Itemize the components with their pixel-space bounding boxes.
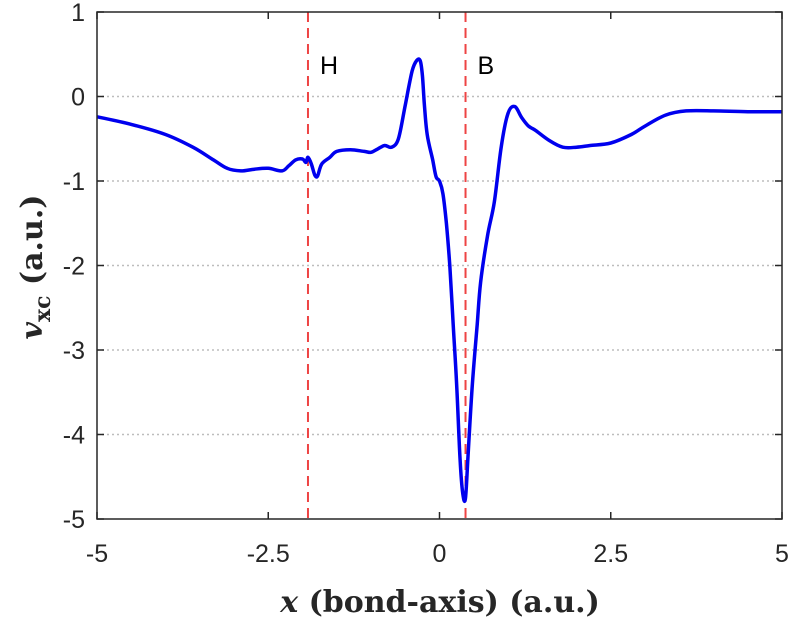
marker-label-h: H <box>320 52 338 80</box>
y-tick-label: -1 <box>63 168 85 196</box>
x-tick-label: 5 <box>775 540 789 568</box>
x-tick-label: -5 <box>86 540 108 568</box>
y-tick-label: -2 <box>63 253 85 281</box>
series-line <box>96 57 783 504</box>
grid-lines <box>97 95 782 436</box>
y-tick-label: 0 <box>71 84 85 112</box>
x-axis-title: x (bond-axis) (a.u.) <box>279 585 600 620</box>
y-tick-label: -3 <box>63 337 85 365</box>
y-tick-label: -5 <box>63 506 85 534</box>
y-axis-sub: xc <box>30 296 56 323</box>
marker-label-b: B <box>478 52 495 80</box>
y-axis-var: v <box>15 321 50 339</box>
plot-frame <box>96 11 783 520</box>
x-axis-rest: (bond-axis) (a.u.) <box>298 585 600 620</box>
x-axis-var: x <box>279 585 299 620</box>
x-tick-labels: -5 -2.5 0 2.5 5 <box>86 540 789 568</box>
series-layer <box>96 57 783 504</box>
y-tick-label: -4 <box>63 422 85 450</box>
y-axis-title: vxc (a.u.) <box>15 195 56 340</box>
x-tick-label: 2.5 <box>593 540 628 568</box>
ticks <box>96 11 783 520</box>
y-axis-rest: (a.u.) <box>15 195 50 296</box>
y-tick-labels: 1 0 -1 -2 -3 -4 -5 <box>63 0 85 534</box>
x-tick-label: -2.5 <box>247 540 290 568</box>
y-tick-label: 1 <box>71 0 85 27</box>
x-tick-label: 0 <box>433 540 447 568</box>
